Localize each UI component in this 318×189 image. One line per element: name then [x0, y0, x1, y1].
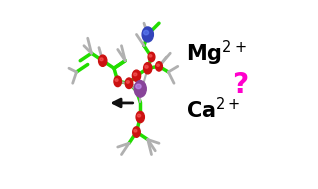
- Ellipse shape: [100, 58, 103, 61]
- Ellipse shape: [99, 55, 107, 66]
- Ellipse shape: [115, 79, 118, 81]
- Ellipse shape: [114, 76, 121, 87]
- Ellipse shape: [126, 81, 129, 83]
- Ellipse shape: [145, 65, 148, 68]
- Ellipse shape: [143, 30, 149, 35]
- Ellipse shape: [157, 64, 159, 66]
- Ellipse shape: [133, 127, 140, 137]
- Ellipse shape: [144, 63, 152, 74]
- Ellipse shape: [136, 84, 141, 89]
- Ellipse shape: [148, 52, 155, 62]
- Ellipse shape: [149, 55, 152, 57]
- Text: ?: ?: [232, 71, 249, 99]
- Ellipse shape: [142, 27, 153, 42]
- Ellipse shape: [156, 62, 162, 71]
- Ellipse shape: [134, 81, 146, 97]
- Ellipse shape: [125, 78, 133, 88]
- Ellipse shape: [136, 111, 144, 123]
- Ellipse shape: [132, 70, 141, 81]
- Ellipse shape: [134, 73, 137, 76]
- Ellipse shape: [134, 129, 137, 132]
- Text: Mg$^{2+}$: Mg$^{2+}$: [186, 39, 247, 68]
- Text: Ca$^{2+}$: Ca$^{2+}$: [186, 97, 241, 122]
- Ellipse shape: [137, 114, 141, 117]
